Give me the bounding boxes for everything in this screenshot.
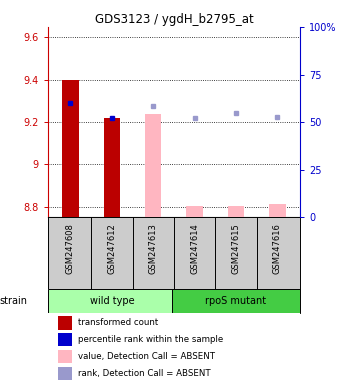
- Text: GSM247612: GSM247612: [107, 223, 116, 274]
- Text: strain: strain: [0, 296, 27, 306]
- Bar: [58, 350, 72, 363]
- Bar: [228, 206, 244, 217]
- Text: GSM247616: GSM247616: [273, 223, 282, 274]
- Bar: [186, 206, 203, 217]
- Text: rank, Detection Call = ABSENT: rank, Detection Call = ABSENT: [78, 369, 211, 378]
- Bar: [172, 289, 300, 313]
- Bar: [104, 118, 120, 217]
- Bar: [58, 316, 72, 329]
- Text: percentile rank within the sample: percentile rank within the sample: [78, 335, 223, 344]
- Title: GDS3123 / ygdH_b2795_at: GDS3123 / ygdH_b2795_at: [94, 13, 253, 26]
- Bar: [269, 204, 286, 217]
- Bar: [145, 114, 162, 217]
- Text: GSM247614: GSM247614: [190, 223, 199, 274]
- Text: GSM247615: GSM247615: [232, 223, 240, 274]
- Text: GSM247613: GSM247613: [149, 223, 158, 274]
- Bar: [48, 289, 172, 313]
- Bar: [58, 367, 72, 380]
- Text: transformed count: transformed count: [78, 318, 158, 327]
- Bar: [58, 333, 72, 346]
- Text: wild type: wild type: [90, 296, 134, 306]
- Text: value, Detection Call = ABSENT: value, Detection Call = ABSENT: [78, 352, 215, 361]
- Text: GSM247608: GSM247608: [66, 223, 75, 274]
- Text: rpoS mutant: rpoS mutant: [205, 296, 267, 306]
- Bar: [62, 80, 79, 217]
